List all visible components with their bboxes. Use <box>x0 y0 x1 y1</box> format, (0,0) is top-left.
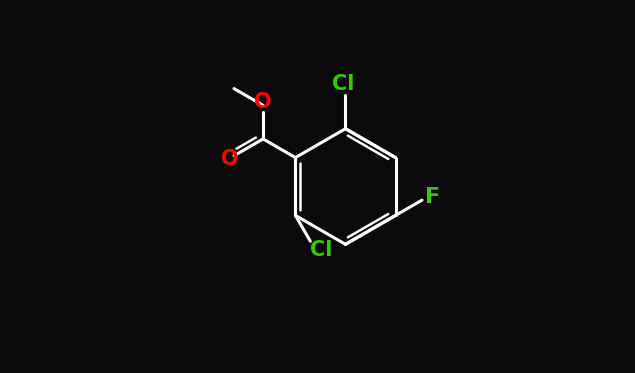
Text: Cl: Cl <box>333 74 355 94</box>
Text: O: O <box>222 150 239 169</box>
Text: O: O <box>254 93 272 112</box>
Text: Cl: Cl <box>310 239 332 260</box>
Text: F: F <box>425 187 440 207</box>
